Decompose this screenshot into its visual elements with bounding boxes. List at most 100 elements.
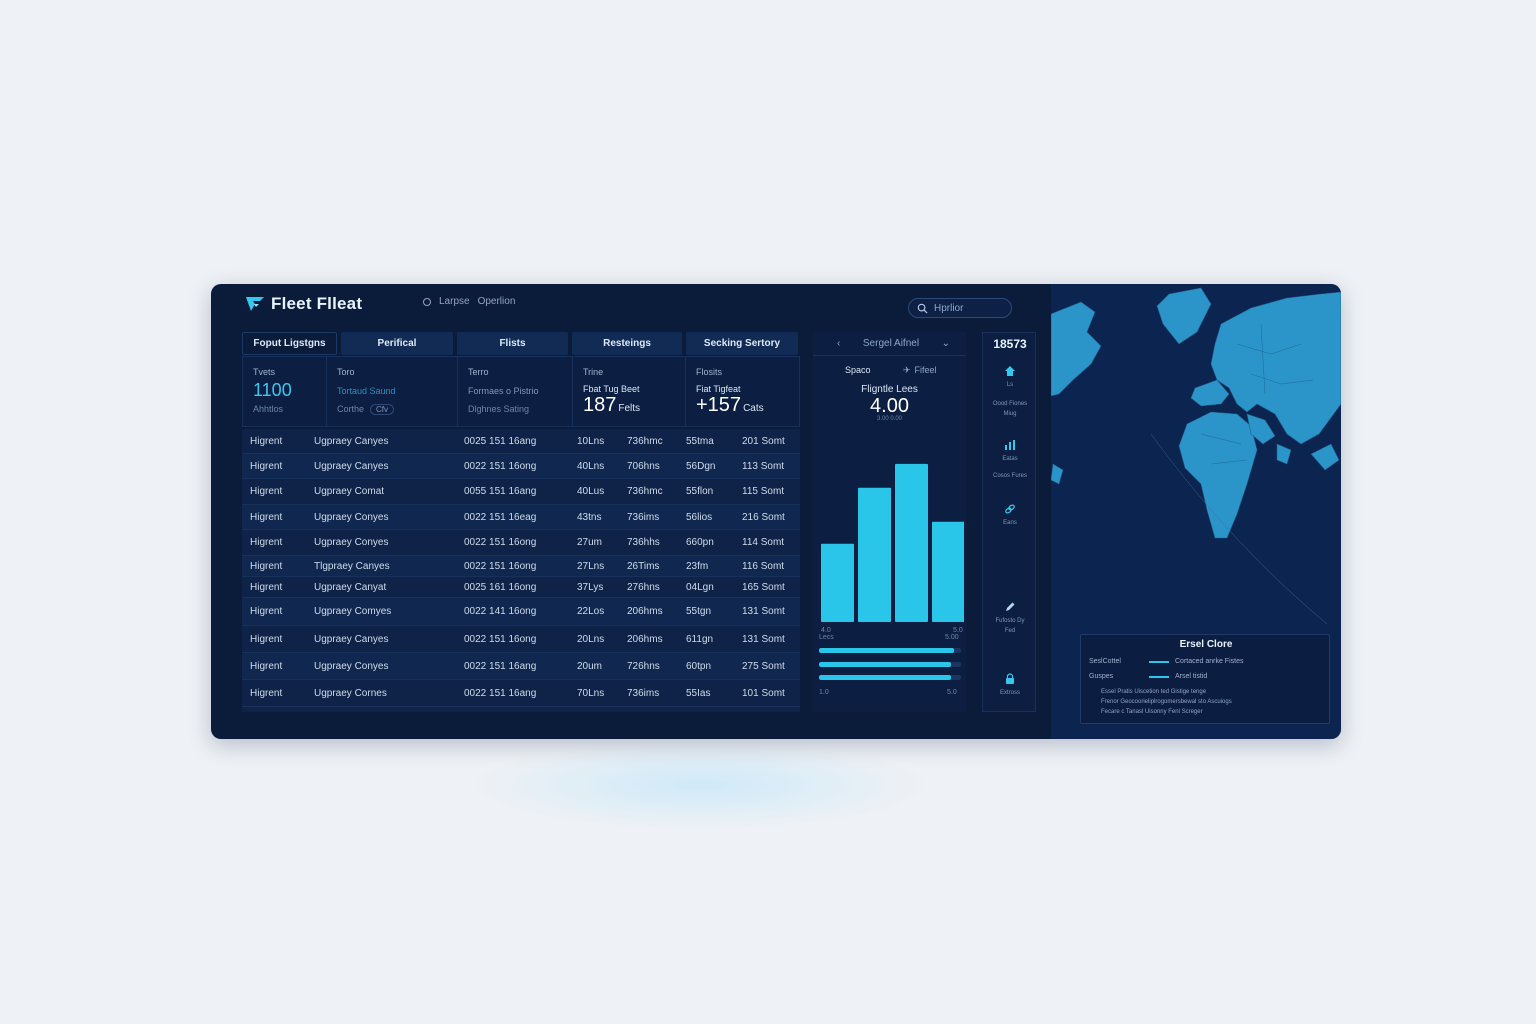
chart-bar[interactable] (858, 487, 891, 622)
nav-item-security[interactable]: Extross (983, 673, 1037, 698)
nav-item-label: Eans (1003, 520, 1017, 526)
stat-value: +157 (696, 394, 742, 416)
table-cell: 55Ias (686, 687, 711, 699)
legend-value: Arsel tistid (1175, 673, 1208, 680)
nav-item-label: Eatas (1002, 456, 1018, 462)
table-cell: 0025 151 16ang (464, 435, 537, 447)
table-cell: 0022 151 16ang (464, 660, 537, 672)
table-cell: 37Lys (577, 581, 604, 593)
tab-item[interactable]: Foput Ligstgns (242, 332, 337, 355)
nav-item[interactable]: Cosos Fures (993, 471, 1027, 481)
table-cell: Higrent (250, 560, 283, 572)
nav-item-edit[interactable]: Fufosto Dy Fed (993, 601, 1027, 636)
legend-row: SeslCottel Cortaced anrke Fistes (1089, 658, 1243, 665)
table-row[interactable]: Higrent Ugpraey Canyes 0022 151 16ong 20Lns… (242, 626, 800, 653)
stat-card: Terro Formaes o Pistrio Dlghnes Sating (458, 357, 573, 426)
table-cell: 0022 141 16ong (464, 606, 537, 617)
table-cell: Ugpraey Canyes (314, 435, 389, 447)
table-cell: Tlgpraey Canyes (314, 560, 390, 572)
table-cell: 55tgn (686, 606, 712, 617)
progress-fill (819, 648, 954, 653)
tab-item[interactable]: Secking Sertory (686, 332, 798, 355)
stat-pill[interactable]: Cfv (370, 404, 395, 415)
pen-icon (1006, 602, 1015, 611)
table-cell: 131 Somt (742, 633, 785, 645)
table-row[interactable]: Higrent Ugpraey Comat 0055 151 16ang 40Lus 7… (242, 479, 800, 505)
nav-item-home[interactable]: Ls (983, 365, 1037, 390)
table-row[interactable]: Higrent Ugpraey Conyes 0022 151 16eag 43tns… (242, 505, 800, 530)
nav-item-label: Extross (999, 690, 1020, 696)
table-cell: Ugpraey Conyes (314, 660, 389, 672)
stat-value-group: +157 Cats (696, 394, 799, 417)
legend-row: Guspes Arsel tistid (1089, 673, 1207, 680)
nav-item-label: Oood Fiones Miug (992, 401, 1028, 417)
tab-item[interactable]: Resteings (572, 332, 682, 355)
world-map[interactable]: Ersel Clore SeslCottel Cortaced anrke Fi… (1050, 284, 1341, 739)
table-cell: 43tns (577, 511, 602, 523)
table-cell: 736hhs (627, 537, 660, 548)
header-links: Larpse Operlion (423, 296, 515, 307)
stat-label: Tvets (253, 367, 276, 377)
nav-item-stats[interactable]: Eatas (983, 439, 1037, 464)
chart-panel: ‹ Sergel Aifnel ⌄ Spaco ✈ Fifeel Fligntl… (813, 332, 966, 712)
progress-foot: 5.0 (947, 689, 957, 696)
progress-label: 5.00 (945, 634, 959, 641)
stat-suffix: Felts (618, 403, 641, 414)
stat-line: Formaes o Pistrio (468, 386, 539, 396)
table-cell: Higrent (250, 435, 283, 447)
app-logo[interactable]: Fleet Flleat (245, 292, 362, 316)
table-cell: 216 Somt (742, 511, 785, 523)
chart-bar[interactable] (932, 521, 964, 622)
plane-icon: ✈ (903, 365, 911, 375)
table-cell: 736hmc (627, 435, 663, 447)
table-cell: 206hms (627, 633, 663, 645)
header-link[interactable]: Larpse (439, 296, 470, 307)
chevron-down-icon[interactable]: ⌄ (941, 338, 950, 349)
table-cell: 55tma (686, 435, 714, 447)
status-dot-icon (423, 297, 431, 306)
header-link[interactable]: Operlion (477, 296, 516, 307)
nav-item[interactable]: Oood Fiones Miug (989, 399, 1031, 419)
table-cell: 0022 151 16ong (464, 537, 537, 548)
stat-line: Dlghnes Sating (468, 404, 530, 414)
series-selector[interactable]: ‹ Sergel Aifnel ⌄ (813, 332, 966, 356)
kpi-filter-label: Fifeel (914, 365, 937, 375)
table-cell: 27um (577, 537, 603, 548)
side-nav: 18573 Ls Oood Fiones Miug Eatas Cosos Fu… (982, 332, 1036, 712)
table-row[interactable]: Higrent Ugpraey Canyes 0022 151 16ong 40Lns… (242, 454, 800, 479)
table-cell: 201 Somt (742, 435, 785, 447)
stat-label: Flosits (696, 367, 723, 377)
chart-bar[interactable] (895, 463, 928, 622)
table-row[interactable]: Higrent Ugpraey Conyes 0022 151 16ang 20um 7… (242, 653, 800, 680)
legend-title: Ersel Clore (1179, 639, 1233, 650)
nav-item-links[interactable]: Eans (983, 503, 1037, 528)
table-cell: 736ims (627, 687, 660, 699)
table-cell: Ugpraey Comyes (314, 606, 392, 617)
table-cell: 0022 151 16ong (464, 460, 537, 472)
tab-item[interactable]: Perifical (341, 332, 453, 355)
stat-title: Fiat Tigfeat (696, 384, 741, 394)
stat-title: Fbat Tug Beet (583, 384, 640, 394)
table-row[interactable]: Higrent Tlgpraey Canyes 0022 151 16ong 27Ln… (242, 556, 800, 577)
chevron-left-icon[interactable]: ‹ (837, 338, 841, 349)
table-row[interactable]: Higrent Ugpraey Conyes 0022 151 16ong 27um 7… (242, 530, 800, 556)
table-cell: Higrent (250, 660, 283, 672)
table-row[interactable]: Higrent Ugpraey Comyes 0022 141 16ong 22Los… (242, 598, 800, 626)
kpi-filter[interactable]: ✈ Fifeel (903, 365, 937, 376)
table-row[interactable]: Higrent Ugpraey Canyes 0025 151 16ang 10Lns… (242, 429, 800, 454)
table-row[interactable]: Higrent Ugpraey Canyat 0025 161 16ong 37Lys… (242, 577, 800, 598)
table-cell: 56lios (686, 511, 713, 523)
table-cell: 0022 151 16ong (464, 560, 537, 572)
table-cell: 22Los (577, 606, 605, 617)
legend-note: Frenor Geocoorieliplrogomersbewal sto As… (1101, 699, 1232, 705)
tab-item[interactable]: Flists (457, 332, 568, 355)
lock-icon (1006, 673, 1014, 684)
table-row[interactable]: Higrent Ugpraey Cornes 0022 151 16ang 70Lns… (242, 680, 800, 707)
stat-line: Tortaud Saund (337, 386, 396, 396)
table-cell: 611gn (686, 633, 714, 645)
stat-label: Terro (468, 367, 489, 377)
table-cell: 55flon (686, 486, 714, 497)
search-placeholder: Hprlior (934, 302, 964, 314)
chart-bar[interactable] (821, 543, 854, 622)
search-box[interactable]: Hprlior (908, 298, 1012, 318)
